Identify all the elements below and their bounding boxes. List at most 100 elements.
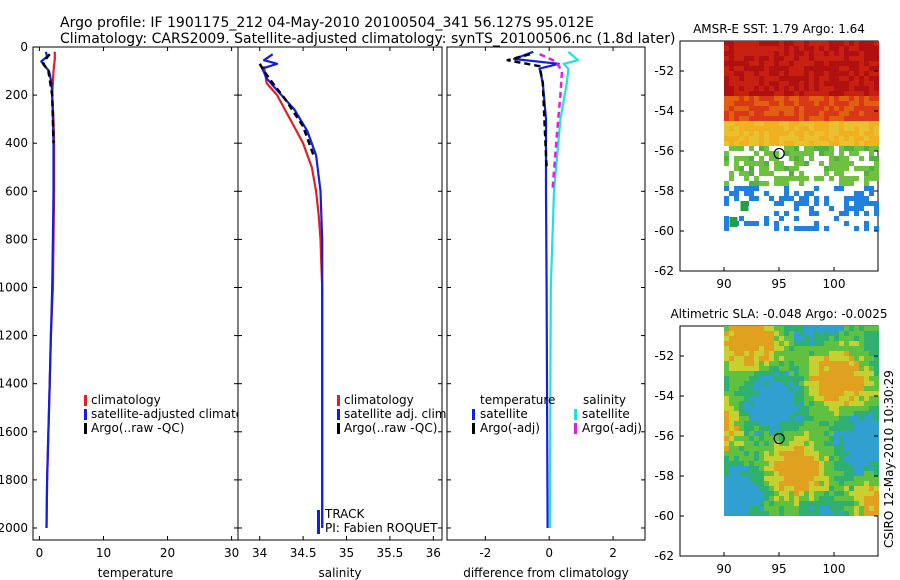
- map-cell: [794, 476, 799, 481]
- map-cell: [764, 511, 769, 516]
- map-cell: [814, 496, 819, 501]
- map-cell: [794, 146, 799, 151]
- map-cell: [749, 446, 754, 451]
- map-cell: [829, 431, 834, 436]
- map-cell: [744, 451, 749, 456]
- legend-swatch: [337, 395, 340, 406]
- map-cell: [829, 61, 834, 66]
- map-cell: [834, 491, 839, 496]
- map-cell: [874, 71, 879, 76]
- map-cell: [764, 371, 769, 376]
- map-cell: [779, 101, 784, 106]
- map-cell: [874, 486, 879, 491]
- map-cell: [859, 421, 864, 426]
- map-cell: [824, 56, 829, 61]
- map-cell: [764, 451, 769, 456]
- map-cell: [784, 451, 789, 456]
- map-cell: [739, 506, 744, 511]
- map-cell: [874, 491, 879, 496]
- map-cell: [844, 156, 849, 161]
- map-cell: [859, 106, 864, 111]
- map-cell: [764, 71, 769, 76]
- map-cell: [829, 396, 834, 401]
- map-cell: [759, 331, 764, 336]
- map-cell: [784, 421, 789, 426]
- map-cell: [749, 511, 754, 516]
- sla_map-cells: [724, 326, 879, 516]
- map-cell: [789, 341, 794, 346]
- map-cell: [829, 51, 834, 56]
- map-cell: [774, 46, 779, 51]
- map-cell: [764, 391, 769, 396]
- map-cell: [724, 451, 729, 456]
- map-cell: [799, 506, 804, 511]
- map-cell: [759, 131, 764, 136]
- map-cell: [839, 511, 844, 516]
- map-cell: [744, 361, 749, 366]
- map-cell: [839, 51, 844, 56]
- map-cell: [809, 371, 814, 376]
- map-cell: [799, 116, 804, 121]
- map-cell: [864, 126, 869, 131]
- map-cell: [779, 451, 784, 456]
- temperature-series-argo-raw-qc-: [42, 53, 55, 144]
- map-cell: [819, 81, 824, 86]
- map-cell: [784, 371, 789, 376]
- map-cell: [784, 341, 789, 346]
- map-cell: [729, 381, 734, 386]
- map-cell: [819, 476, 824, 481]
- map-cell: [734, 61, 739, 66]
- map-cell: [739, 476, 744, 481]
- map-cell: [779, 111, 784, 116]
- map-cell: [769, 386, 774, 391]
- map-cell: [809, 96, 814, 101]
- map-cell: [754, 176, 759, 181]
- map-cell: [759, 456, 764, 461]
- map-cell: [809, 156, 814, 161]
- map-cell: [789, 351, 794, 356]
- map-cell: [859, 431, 864, 436]
- map-cell: [809, 341, 814, 346]
- map-cell: [769, 351, 774, 356]
- map-cell: [734, 501, 739, 506]
- map-cell: [769, 496, 774, 501]
- map-cell: [774, 226, 779, 231]
- map-cell: [819, 396, 824, 401]
- map-cell: [794, 176, 799, 181]
- map-cell: [859, 81, 864, 86]
- map-cell: [814, 176, 819, 181]
- map-cell: [844, 196, 849, 201]
- map-cell: [819, 356, 824, 361]
- map-cell: [859, 56, 864, 61]
- map-cell: [774, 401, 779, 406]
- map-cell: [749, 496, 754, 501]
- map-cell: [824, 426, 829, 431]
- map-cell: [829, 96, 834, 101]
- map-cell: [749, 111, 754, 116]
- map-cell: [794, 406, 799, 411]
- map-cell: [829, 371, 834, 376]
- map-cell: [734, 51, 739, 56]
- map-cell: [819, 326, 824, 331]
- map-cell: [829, 386, 834, 391]
- map-cell: [819, 71, 824, 76]
- map-cell: [834, 396, 839, 401]
- map-cell: [859, 401, 864, 406]
- map-cell: [759, 101, 764, 106]
- map-cell: [829, 446, 834, 451]
- xtick-label: 35: [339, 546, 354, 560]
- map-cell: [774, 346, 779, 351]
- map-cell: [859, 476, 864, 481]
- map-cell: [734, 371, 739, 376]
- map-cell: [869, 51, 874, 56]
- map-cell: [769, 51, 774, 56]
- map-cell: [769, 111, 774, 116]
- map-cell: [794, 461, 799, 466]
- map-cell: [839, 421, 844, 426]
- map-cell: [784, 471, 789, 476]
- map-cell: [824, 106, 829, 111]
- map-cell: [789, 456, 794, 461]
- map-cell: [724, 156, 729, 161]
- map-cell: [804, 371, 809, 376]
- map-cell: [864, 461, 869, 466]
